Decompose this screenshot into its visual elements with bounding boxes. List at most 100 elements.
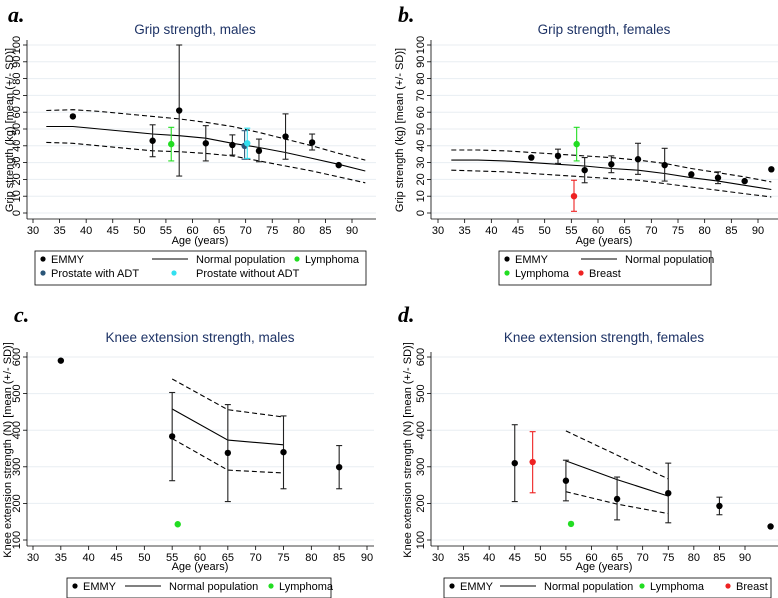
legend-label: Breast (736, 581, 768, 593)
x-tick-label: 45 (107, 225, 119, 237)
data-point-emmy (562, 477, 570, 484)
x-tick-label: 45 (509, 552, 521, 564)
x-tick-label: 70 (637, 552, 649, 564)
x-tick-label: 50 (138, 552, 150, 564)
legend-dot-symbol (449, 583, 455, 589)
y-tick-label: 60 (415, 106, 427, 118)
data-point-emmy (280, 448, 287, 456)
x-axis-label: Age (years) (172, 235, 229, 247)
x-tick-label: 70 (645, 225, 657, 237)
data-point-emmy (335, 463, 343, 471)
data-point-emmy (511, 459, 518, 467)
y-tick-label: 50 (415, 123, 427, 135)
legend-label: Lymphoma (279, 581, 334, 593)
legend-dot-symbol (504, 256, 510, 262)
legend-dot-symbol (578, 270, 584, 276)
y-tick-label: 10 (415, 190, 427, 202)
data-point-emmy (229, 141, 236, 149)
y-tick-label: 70 (415, 89, 427, 101)
legend-item-prostate-with-adt: Prostate with ADT (40, 268, 139, 280)
data-point-lymphoma (573, 140, 580, 148)
legend-label: Normal population (625, 254, 714, 266)
data-point-emmy (69, 113, 77, 120)
x-tick-label: 80 (699, 225, 711, 237)
legend-item-lymphoma: Lymphoma (504, 268, 570, 280)
legend-item-emmy: EMMY (449, 581, 494, 593)
legend: EMMY Normal population Lymphoma Prostate wi… (34, 250, 367, 286)
x-tick-label: 45 (110, 552, 122, 564)
y-tick-label: 60 (11, 106, 23, 118)
data-point-emmy (716, 502, 723, 510)
legend-dot-symbol (268, 583, 274, 589)
panel-a: a. Grip strength, males 0 10 20 30 40 50 60 70 80 9… (4, 2, 376, 286)
legend-box (443, 577, 772, 598)
data-point-lymphoma (174, 521, 181, 528)
legend-dot-symbol (294, 256, 300, 262)
data-point-emmy (741, 177, 748, 185)
x-tick-label: 45 (512, 225, 524, 237)
y-tick-label: 100 (415, 36, 427, 54)
x-axis-label: Age (years) (576, 235, 633, 247)
y-tick-label: 500 (415, 384, 427, 402)
y-axis-label: Knee extension strength (N) [mean (+/- S… (2, 342, 14, 558)
data-point-breast (570, 193, 578, 200)
y-tick-label: 10 (11, 190, 23, 202)
legend-item-normal-population: Normal population (152, 254, 285, 266)
y-tick-label: 20 (11, 173, 23, 185)
x-tick-label: 65 (611, 552, 623, 564)
y-tick-label: 100 (11, 531, 23, 549)
y-tick-label: 500 (11, 384, 23, 402)
data-point-emmy (202, 140, 209, 147)
x-tick-label: 75 (672, 225, 684, 237)
x-tick-label: 55 (160, 225, 172, 237)
data-point-emmy (168, 433, 176, 440)
y-axis-label: Grip strength (kg) [mean (+/- SD)] (4, 48, 16, 212)
y-tick-label: 70 (11, 89, 23, 101)
legend-label: Breast (589, 268, 621, 280)
legend-box (498, 250, 712, 286)
x-tick-label: 90 (752, 225, 764, 237)
legend-item-normal-population: Normal population (500, 581, 633, 593)
legend-dot-symbol (639, 583, 645, 589)
x-tick-label: 75 (662, 552, 674, 564)
x-tick-label: 90 (739, 552, 751, 564)
legend-item-emmy: EMMY (504, 254, 549, 266)
y-tick-label: 80 (415, 72, 427, 84)
x-tick-label: 50 (534, 552, 546, 564)
data-point-emmy (57, 357, 65, 364)
x-tick-label: 80 (688, 552, 700, 564)
legend-label: Normal population (196, 254, 285, 266)
y-tick-label: 300 (415, 458, 427, 476)
y-tick-label: 20 (415, 173, 427, 185)
legend-label: Lymphoma (650, 581, 705, 593)
panel-d: d. Knee extension strength, females 100 200… (398, 302, 778, 598)
x-tick-label: 55 (560, 552, 572, 564)
x-tick-label: 75 (266, 225, 278, 237)
legend-dot-symbol (72, 583, 78, 589)
legend-label: EMMY (83, 581, 117, 593)
y-tick-label: 100 (415, 531, 427, 549)
legend-label: Prostate with ADT (51, 268, 139, 280)
legend-label: EMMY (460, 581, 494, 593)
y-tick-label: 40 (415, 140, 427, 152)
panel-c: c. Knee extension strength, males 100 200 30… (2, 302, 374, 598)
y-tick-label: 100 (11, 36, 23, 54)
x-tick-label: 65 (619, 225, 631, 237)
data-point-emmy (149, 137, 156, 144)
legend-item-normal-population: Normal population (581, 254, 714, 266)
data-point-emmy (224, 449, 232, 457)
normal-population-upper-sd (171, 378, 284, 418)
x-tick-label: 65 (222, 552, 234, 564)
x-tick-label: 80 (305, 552, 317, 564)
y-tick-label: 400 (415, 421, 427, 439)
legend-box (66, 577, 332, 598)
legend-label: EMMY (515, 254, 549, 266)
x-axis-label: Age (years) (576, 561, 633, 573)
data-point-lymphoma (567, 520, 575, 528)
legend-item-breast: Breast (578, 268, 621, 280)
x-tick-label: 30 (27, 552, 39, 564)
x-tick-label: 40 (80, 225, 92, 237)
x-tick-label: 80 (293, 225, 305, 237)
panel-b: b. Grip strength, females 0 10 20 30 40 50 60 70 8… (394, 2, 778, 286)
